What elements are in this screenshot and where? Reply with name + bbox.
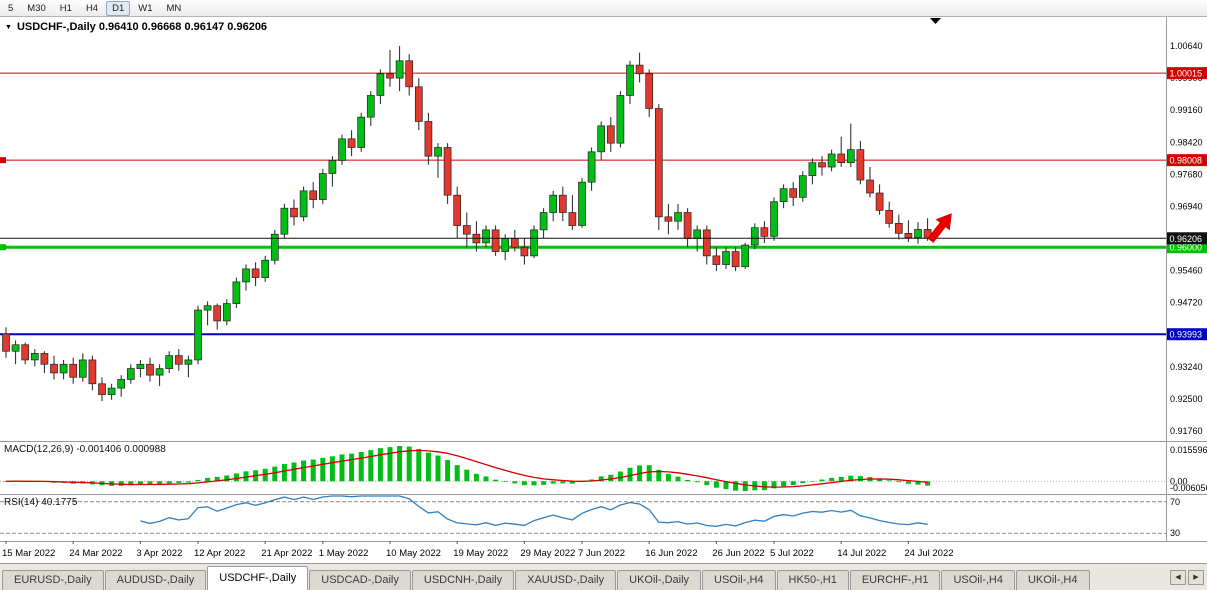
timeframe-button-d1[interactable]: D1 — [106, 0, 131, 16]
chart-tab-usdchf-daily[interactable]: USDCHF-,Daily — [207, 566, 309, 590]
date-label: 1 May 2022 — [319, 548, 369, 559]
chart-tab-usdcnh-daily[interactable]: USDCNH-,Daily — [411, 570, 515, 590]
svg-text:0.93240: 0.93240 — [1170, 362, 1203, 372]
chart-tab-bar: EURUSD-,Daily AUDUSD-,Daily USDCHF-,Daily U… — [0, 563, 1207, 590]
rsi-indicator: 70 30 — [0, 495, 1180, 538]
date-label: 26 Jun 2022 — [712, 548, 764, 559]
svg-text:1.00015: 1.00015 — [1170, 69, 1203, 79]
svg-text:-0.006056: -0.006056 — [1170, 483, 1207, 493]
chart-tab-usdcad-daily[interactable]: USDCAD-,Daily — [309, 570, 411, 590]
chart-tab-xauusd-daily[interactable]: XAUUSD-,Daily — [515, 570, 617, 590]
timeframe-button-w1[interactable]: W1 — [138, 2, 153, 14]
date-label: 3 Apr 2022 — [136, 548, 182, 559]
date-label: 24 Jul 2022 — [904, 548, 953, 559]
macd-label: MACD(12,26,9) -0.001406 0.000988 — [4, 444, 166, 455]
svg-text:0.00: 0.00 — [1170, 476, 1188, 486]
chart-shift-icon[interactable] — [930, 18, 941, 24]
chart-tab-hk50-h1[interactable]: HK50-,H1 — [776, 570, 849, 590]
tabs-scroll-right-button[interactable]: ▶ — [1188, 570, 1204, 585]
svg-text:0.91760: 0.91760 — [1170, 426, 1203, 436]
chart-symbol-ohlc: USDCHF-,Daily 0.96410 0.96668 0.96147 0.… — [16, 21, 268, 33]
horizontal-line-0.98008[interactable] — [0, 157, 1166, 164]
svg-text:0.97680: 0.97680 — [1170, 169, 1203, 179]
svg-text:0.015596: 0.015596 — [1170, 445, 1207, 455]
date-label: 5 Jul 2022 — [770, 548, 814, 559]
svg-text:0.99160: 0.99160 — [1170, 105, 1203, 115]
scroll-left-icon: ◀ — [1175, 574, 1181, 581]
date-label: 21 Apr 2022 — [261, 548, 312, 559]
date-label: 29 May 2022 — [520, 548, 575, 559]
date-label: 15 Mar 2022 — [2, 548, 55, 559]
svg-text:70: 70 — [1170, 497, 1180, 507]
svg-text:0.98008: 0.98008 — [1170, 156, 1203, 166]
svg-text:0.96206: 0.96206 — [1170, 234, 1203, 244]
tabs-scroll-left-button[interactable]: ◀ — [1170, 570, 1186, 585]
svg-text:0.94720: 0.94720 — [1170, 298, 1203, 308]
svg-text:30: 30 — [1170, 528, 1180, 538]
svg-text:0.96940: 0.96940 — [1170, 201, 1203, 211]
svg-text:0.95460: 0.95460 — [1170, 266, 1203, 276]
svg-text:0.98420: 0.98420 — [1170, 137, 1203, 147]
chart-tab-usoil-h4[interactable]: USOil-,H4 — [941, 570, 1015, 590]
chart-region[interactable]: 1.006400.999000.991600.984200.976800.969… — [0, 17, 1207, 563]
chart-title-bar: ▼ USDCHF-,Daily 0.96410 0.96668 0.96147 … — [5, 21, 267, 33]
buy-arrow-icon[interactable] — [924, 208, 958, 245]
svg-text:0.96000: 0.96000 — [1170, 243, 1203, 253]
chart-tabs: EURUSD-,Daily AUDUSD-,Daily USDCHF-,Daily U… — [0, 564, 1167, 590]
chart-tab-ukoil-daily[interactable]: UKOil-,Daily — [617, 570, 702, 590]
tab-scroll-controls: ◀ ▶ — [1167, 570, 1207, 590]
price-badge-1.00015: 1.00015 — [1167, 67, 1207, 80]
timeframe-toolbar: 5 M30 H1 H4 D1 W1 MN — [0, 0, 1207, 17]
timeframe-button-h1[interactable]: H1 — [59, 2, 72, 14]
price-badge-0.98008: 0.98008 — [1167, 154, 1207, 167]
date-label: 7 Jun 2022 — [578, 548, 625, 559]
date-label: 14 Jul 2022 — [837, 548, 886, 559]
date-label: 24 Mar 2022 — [69, 548, 122, 559]
timeframe-button-m30[interactable]: M30 — [27, 2, 46, 14]
date-axis: 15 Mar 2022 24 Mar 2022 3 Apr 2022 12 Apr 2… — [2, 541, 954, 559]
panel-frame — [0, 17, 1207, 542]
svg-text:0.92500: 0.92500 — [1170, 394, 1203, 404]
scroll-right-icon: ▶ — [1193, 574, 1199, 581]
candlestick-series — [2, 46, 932, 402]
macd-indicator: 0.015596 0.00-0.006056 — [0, 445, 1207, 493]
date-label: 12 Apr 2022 — [194, 548, 245, 559]
timeframe-button-mn[interactable]: MN — [166, 2, 182, 14]
date-label: 10 May 2022 — [386, 548, 441, 559]
horizontal-line-0.96000[interactable] — [0, 244, 1166, 251]
chart-tab-ukoil-h4[interactable]: UKOil-,H4 — [1015, 570, 1090, 590]
chart-tab-usoil-h4[interactable]: USOil-,H4 — [702, 570, 776, 590]
date-label: 19 May 2022 — [453, 548, 508, 559]
date-label: 16 Jun 2022 — [645, 548, 697, 559]
chart-collapse-icon[interactable]: ▼ — [5, 23, 12, 31]
rsi-label: RSI(14) 40.1775 — [4, 497, 78, 508]
timeframe-button-h4[interactable]: H4 — [85, 2, 99, 14]
chart-tab-eurusd-daily[interactable]: EURUSD-,Daily — [2, 570, 104, 590]
price-chart-svg[interactable]: 1.006400.999000.991600.984200.976800.969… — [0, 17, 1207, 563]
chart-tab-eurchf-h1[interactable]: EURCHF-,H1 — [849, 570, 941, 590]
price-badge-0.93993: 0.93993 — [1167, 328, 1207, 341]
macd-axis: 0.015596 0.00-0.006056 — [1170, 445, 1207, 493]
svg-text:0.93993: 0.93993 — [1170, 330, 1203, 340]
timeframe-button-5[interactable]: 5 — [8, 2, 14, 14]
svg-text:1.00640: 1.00640 — [1170, 41, 1203, 51]
price-badge-0.96206: 0.96206 — [1167, 232, 1207, 245]
chart-tab-audusd-daily[interactable]: AUDUSD-,Daily — [104, 570, 207, 590]
